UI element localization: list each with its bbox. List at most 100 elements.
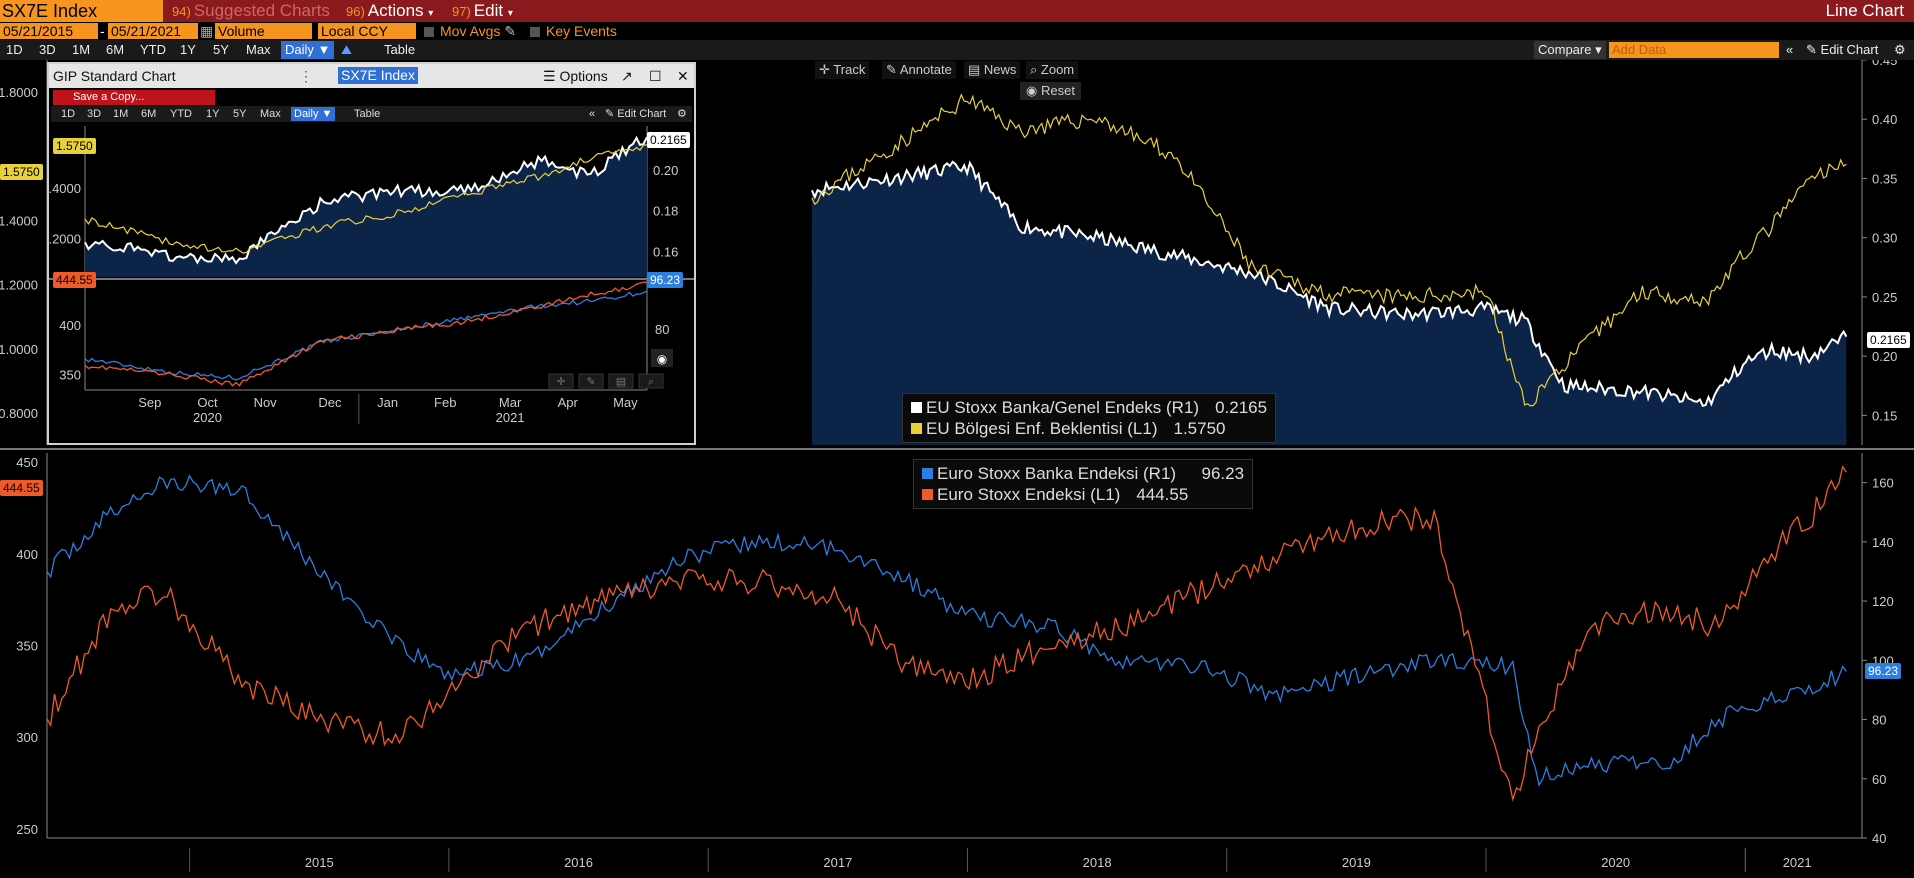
left-tick-label: 0.8000 bbox=[0, 406, 38, 421]
inset-month-label: Feb bbox=[434, 395, 456, 410]
range-1y[interactable]: 1Y bbox=[180, 42, 196, 57]
popout-icon[interactable]: ↗ bbox=[621, 68, 633, 84]
x-year-label: 2020 bbox=[1601, 855, 1630, 870]
left-tick-label: 300 bbox=[16, 730, 38, 745]
inset-range-1y[interactable]: 1Y bbox=[206, 108, 220, 120]
mov-avgs-toggle[interactable]: Mov Avgs ✎ bbox=[424, 22, 516, 40]
ticker-field[interactable]: SX7E Index bbox=[0, 0, 163, 22]
last-value-tag-blue: 96.23 bbox=[1865, 663, 1902, 679]
inset-range-ytd[interactable]: YTD bbox=[170, 108, 192, 120]
right-tick-label: 0.20 bbox=[1872, 349, 1897, 364]
compare-button[interactable]: Compare ▾ bbox=[1534, 41, 1606, 59]
annotate-button[interactable]: ✎ Annotate bbox=[882, 61, 956, 79]
inset-chart-window[interactable]: GIP Standard Chart ⋮ ▼ ⚯ ☰ Options ↗ ☐ ✕… bbox=[47, 62, 696, 445]
inset-security-input[interactable]: SX7E Index bbox=[338, 67, 418, 84]
news-icon: ▤ bbox=[968, 62, 981, 77]
frequency-label: Daily bbox=[285, 42, 314, 57]
collapse-icon[interactable]: « bbox=[1786, 42, 1794, 57]
range-bar bbox=[0, 40, 1914, 60]
crosshair-icon: ✛ bbox=[819, 62, 830, 77]
right-tick-label: 0.15 bbox=[1872, 408, 1897, 423]
maximize-icon[interactable]: ☐ bbox=[649, 68, 662, 84]
inset-range-6m[interactable]: 6M bbox=[141, 108, 157, 120]
range-max[interactable]: Max bbox=[246, 42, 271, 57]
currency-select[interactable]: Local CCY bbox=[318, 23, 416, 39]
right-tick-label: 160 bbox=[1872, 476, 1894, 491]
inset-range-bar bbox=[51, 106, 692, 122]
inset-frequency-select[interactable]: Daily ▼ bbox=[291, 107, 336, 121]
legend-series-name: Euro Stoxx Banka Endeksi (R1) bbox=[937, 464, 1177, 483]
edit-button[interactable]: 97) Edit ▾ bbox=[452, 0, 513, 22]
close-icon[interactable]: ✕ bbox=[677, 68, 689, 84]
inset-month-label: Oct bbox=[197, 395, 218, 410]
right-tick-label: 0.25 bbox=[1872, 290, 1897, 305]
add-data-input[interactable]: Add Data bbox=[1609, 42, 1779, 58]
legend-entry: Euro Stoxx Banka Endeksi (R1) 96.23 bbox=[922, 463, 1244, 484]
edit-chart-button[interactable]: ✎ Edit Chart bbox=[1806, 41, 1878, 59]
start-date-input[interactable]: 05/21/2015 bbox=[0, 23, 98, 39]
frequency-select[interactable]: Daily ▼ bbox=[281, 41, 335, 59]
suggested-charts-button[interactable]: 94) Suggested Charts bbox=[172, 0, 330, 22]
options-button[interactable]: ☰ Options bbox=[543, 64, 608, 88]
inset-range-3d[interactable]: 3D bbox=[87, 108, 102, 120]
inset-title: GIP Standard Chart bbox=[53, 68, 176, 84]
inset-left-tick-label: 1.2000 bbox=[49, 231, 81, 246]
legend-series-name: EU Stoxx Banka/Genel Endeks (R1) bbox=[926, 398, 1200, 417]
legend-series-name: EU Bölgesi Enf. Beklentisi (L1) bbox=[926, 419, 1158, 438]
range-3d[interactable]: 3D bbox=[39, 42, 56, 57]
right-tick-label: 60 bbox=[1872, 772, 1886, 787]
annotate-label: Annotate bbox=[899, 62, 952, 77]
x-year-label: 2019 bbox=[1342, 855, 1371, 870]
inset-table-button[interactable]: Table bbox=[354, 108, 381, 120]
range-5y[interactable]: 5Y bbox=[213, 42, 229, 57]
inset-range-1d[interactable]: 1D bbox=[61, 108, 76, 120]
inset-range-1m[interactable]: 1M bbox=[113, 108, 129, 120]
calendar-icon[interactable]: ▦ bbox=[200, 23, 214, 39]
reset-label: Reset bbox=[1040, 83, 1075, 98]
right-tick-label: 0.30 bbox=[1872, 231, 1897, 246]
inset-edit-chart-button[interactable]: ✎ Edit Chart bbox=[605, 107, 666, 121]
inset-chart[interactable]: 1.4000 1.2000 0.20 0.18 0.16 400 350 80 Sep Oct No… bbox=[49, 122, 694, 443]
line-chart-icon[interactable]: ⛰ bbox=[341, 42, 352, 57]
range-1m[interactable]: 1M bbox=[72, 42, 91, 57]
checkbox-icon bbox=[424, 27, 434, 37]
inset-left-tick-label: 400 bbox=[59, 318, 81, 333]
legend-entry: EU Bölgesi Enf. Beklentisi (L1) 1.5750 bbox=[911, 418, 1267, 439]
save-copy-button[interactable]: Save a Copy... bbox=[53, 90, 215, 105]
track-label: Track bbox=[833, 62, 866, 77]
collapse-icon[interactable]: « bbox=[589, 108, 596, 120]
gear-icon[interactable]: ⚙ bbox=[1894, 42, 1906, 57]
reset-button[interactable]: ◉ Reset bbox=[1020, 82, 1081, 100]
table-button[interactable]: Table bbox=[384, 42, 416, 57]
inset-tag-yellow: 1.5750 bbox=[53, 138, 96, 154]
range-ytd[interactable]: YTD bbox=[140, 42, 166, 57]
zoom-button[interactable]: ⌕ Zoom bbox=[1026, 61, 1079, 79]
inset-month-label: May bbox=[613, 395, 638, 410]
inset-month-label: Mar bbox=[499, 395, 522, 410]
inset-range-5y[interactable]: 5Y bbox=[233, 108, 247, 120]
checkbox-icon bbox=[530, 27, 540, 37]
inset-range-max[interactable]: Max bbox=[260, 108, 281, 120]
end-date-input[interactable]: 05/21/2021 bbox=[108, 23, 198, 39]
mov-avgs-label: Mov Avgs bbox=[440, 23, 501, 39]
x-year-label: 2018 bbox=[1083, 855, 1112, 870]
right-tick-label: 120 bbox=[1872, 594, 1894, 609]
inset-white-area bbox=[85, 137, 647, 277]
track-button[interactable]: ✛ Track bbox=[815, 61, 870, 79]
actions-num: 96) bbox=[346, 4, 365, 19]
legend-swatch bbox=[922, 468, 933, 479]
volume-select[interactable]: Volume bbox=[215, 23, 312, 39]
key-events-toggle[interactable]: Key Events bbox=[530, 22, 617, 40]
range-6m[interactable]: 6M bbox=[106, 42, 125, 57]
news-button[interactable]: ▤ News bbox=[964, 61, 1021, 79]
legend-series-value: 444.55 bbox=[1136, 485, 1189, 504]
inset-right-tick-label: 0.16 bbox=[653, 245, 678, 260]
left-tick-label: 1.2000 bbox=[0, 278, 38, 293]
inset-frequency-label: Daily bbox=[294, 108, 319, 120]
actions-button[interactable]: 96) Actions ▾ bbox=[346, 0, 433, 22]
inset-right-tick-label: 0.18 bbox=[653, 204, 678, 219]
inset-year-label: 2020 bbox=[193, 410, 222, 425]
legend-series-value: 1.5750 bbox=[1173, 419, 1226, 438]
gear-icon[interactable]: ⚙ bbox=[677, 108, 687, 120]
range-1d[interactable]: 1D bbox=[6, 42, 23, 57]
